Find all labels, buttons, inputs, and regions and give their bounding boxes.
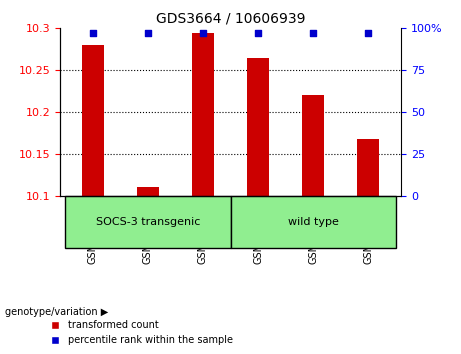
Point xyxy=(199,30,207,36)
Text: wild type: wild type xyxy=(288,217,338,227)
Point xyxy=(364,30,372,36)
Point xyxy=(144,30,152,36)
Legend: transformed count, percentile rank within the sample: transformed count, percentile rank withi… xyxy=(42,316,237,349)
FancyBboxPatch shape xyxy=(65,195,230,248)
Text: SOCS-3 transgenic: SOCS-3 transgenic xyxy=(96,217,200,227)
Bar xyxy=(302,95,324,195)
Bar xyxy=(137,187,159,195)
Point xyxy=(89,30,97,36)
Title: GDS3664 / 10606939: GDS3664 / 10606939 xyxy=(156,12,305,26)
Bar xyxy=(82,45,104,195)
Bar xyxy=(192,33,214,195)
Bar xyxy=(357,139,379,195)
Bar xyxy=(247,58,269,195)
FancyBboxPatch shape xyxy=(230,195,396,248)
Point xyxy=(254,30,262,36)
Point xyxy=(309,30,317,36)
Text: genotype/variation ▶: genotype/variation ▶ xyxy=(5,307,108,316)
